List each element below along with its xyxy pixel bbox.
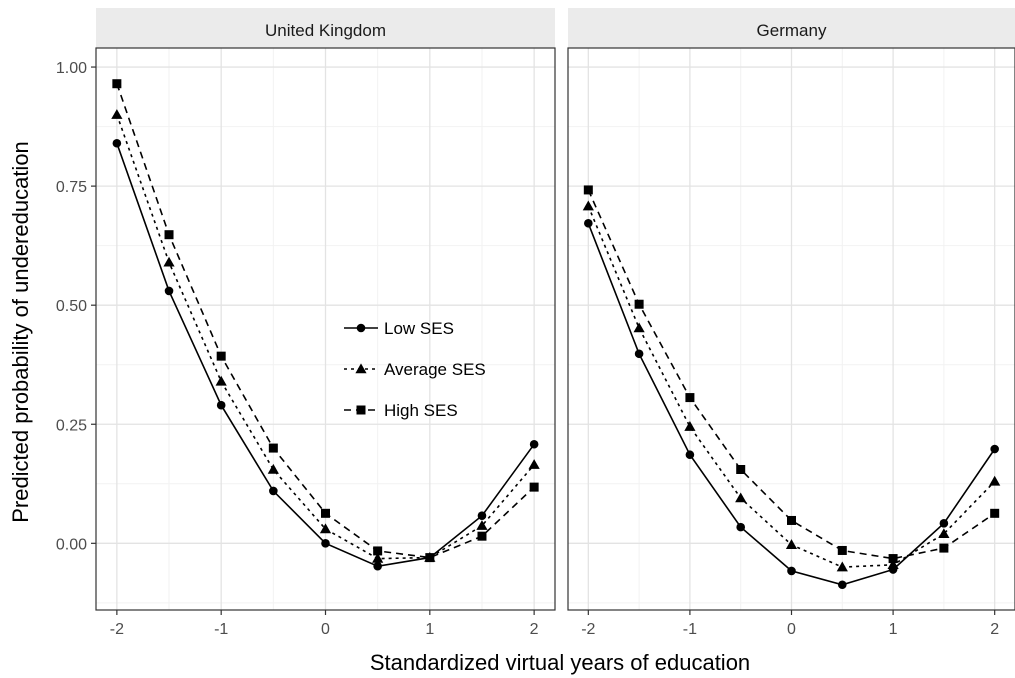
x-tick-label: 1 (425, 621, 434, 638)
data-point-high-ses (888, 554, 898, 564)
data-point-low-ses (634, 349, 644, 359)
data-point-average-ses (111, 109, 123, 119)
x-tick-label: -2 (110, 621, 124, 638)
data-point-average-ses (476, 520, 488, 530)
data-point-average-ses (836, 561, 848, 572)
series-group (111, 79, 540, 571)
data-point-average-ses (735, 492, 747, 503)
data-point-low-ses (164, 286, 174, 296)
x-tick-label: -1 (683, 621, 697, 638)
data-point-average-ses (684, 421, 696, 431)
data-point-high-ses (685, 393, 695, 403)
data-point-low-ses (990, 444, 999, 454)
x-tick-label: -2 (581, 621, 595, 638)
data-point-low-ses (269, 486, 278, 496)
data-point-low-ses (939, 519, 949, 528)
y-tick-label: 0.75 (56, 179, 87, 196)
data-point-high-ses (268, 443, 278, 453)
data-point-high-ses (112, 79, 122, 89)
legend-item-low-ses: Low SES (344, 319, 454, 338)
legend-marker (355, 363, 367, 374)
data-point-average-ses (582, 200, 594, 211)
legend-label: Low SES (384, 319, 454, 338)
legend-marker (356, 323, 366, 333)
x-tick-label: 1 (889, 621, 898, 638)
data-point-low-ses (477, 511, 487, 520)
x-axis-title: Standardized virtual years of education (370, 650, 750, 675)
data-point-average-ses (267, 463, 279, 474)
panel-1: United Kingdom -2 -1 0 1 2 0.00 0.25 0.50 0.75 1.0… (56, 8, 556, 638)
legend-marker (356, 405, 366, 415)
panels-group: United Kingdom -2 -1 0 1 2 0.00 0.25 0.50 0.75 1.0… (56, 8, 1015, 638)
data-point-low-ses (321, 539, 330, 548)
data-point-high-ses (939, 543, 949, 553)
data-point-low-ses (112, 138, 122, 148)
data-point-average-ses (215, 375, 227, 386)
y-tick-label: 1.00 (56, 60, 87, 77)
data-point-average-ses (372, 552, 384, 563)
panel-strip (568, 8, 1015, 48)
data-point-average-ses (887, 559, 899, 569)
panel-2: Germany -2 -1 0 1 2 (567, 8, 1015, 638)
data-point-high-ses (321, 508, 330, 518)
data-point-low-ses (216, 400, 226, 410)
data-point-low-ses (373, 561, 382, 571)
x-tick-label: -1 (214, 621, 228, 638)
data-point-average-ses (785, 539, 798, 549)
data-point-high-ses (990, 508, 1000, 518)
data-point-low-ses (837, 580, 847, 590)
data-point-average-ses (633, 322, 645, 333)
legend-item-average-ses: Average SES (344, 360, 486, 379)
data-point-high-ses (736, 465, 746, 474)
data-point-average-ses (938, 528, 950, 538)
legend-label: High SES (384, 401, 458, 420)
data-point-high-ses (634, 299, 644, 309)
data-point-average-ses (163, 256, 175, 267)
data-point-high-ses (373, 546, 383, 556)
legend-label: Average SES (384, 360, 486, 379)
y-tick-label: 0.00 (56, 536, 87, 553)
series-group (582, 185, 1001, 590)
panel-title: Germany (757, 21, 827, 40)
data-point-low-ses (685, 450, 695, 460)
x-tick-label: 0 (321, 621, 330, 638)
x-tick-label: 2 (530, 621, 539, 638)
data-point-high-ses (216, 351, 226, 361)
panel-strip (96, 8, 555, 48)
data-point-high-ses (787, 515, 796, 525)
legend-item-high-ses: High SES (344, 401, 458, 420)
data-point-average-ses (528, 459, 540, 469)
series-line-high-ses (587, 189, 996, 560)
data-point-average-ses (319, 523, 332, 534)
data-point-high-ses (164, 230, 174, 240)
data-point-low-ses (529, 439, 539, 449)
data-point-high-ses (425, 553, 435, 563)
legend: Low SES Average SES High SES (344, 319, 486, 420)
x-tick-label: 0 (787, 621, 796, 638)
data-point-high-ses (477, 531, 487, 541)
data-point-average-ses (989, 475, 1001, 486)
data-point-low-ses (584, 218, 593, 228)
data-point-high-ses (529, 482, 539, 492)
data-point-low-ses (736, 522, 746, 532)
data-point-high-ses (837, 545, 847, 555)
data-point-high-ses (583, 185, 593, 195)
y-axis-title: Predicted probability of undereducation (8, 141, 33, 523)
panel-title: United Kingdom (265, 21, 386, 40)
y-tick-label: 0.50 (56, 298, 87, 315)
x-tick-label: 2 (990, 621, 999, 638)
data-point-low-ses (787, 566, 796, 576)
y-tick-label: 0.25 (56, 417, 87, 434)
